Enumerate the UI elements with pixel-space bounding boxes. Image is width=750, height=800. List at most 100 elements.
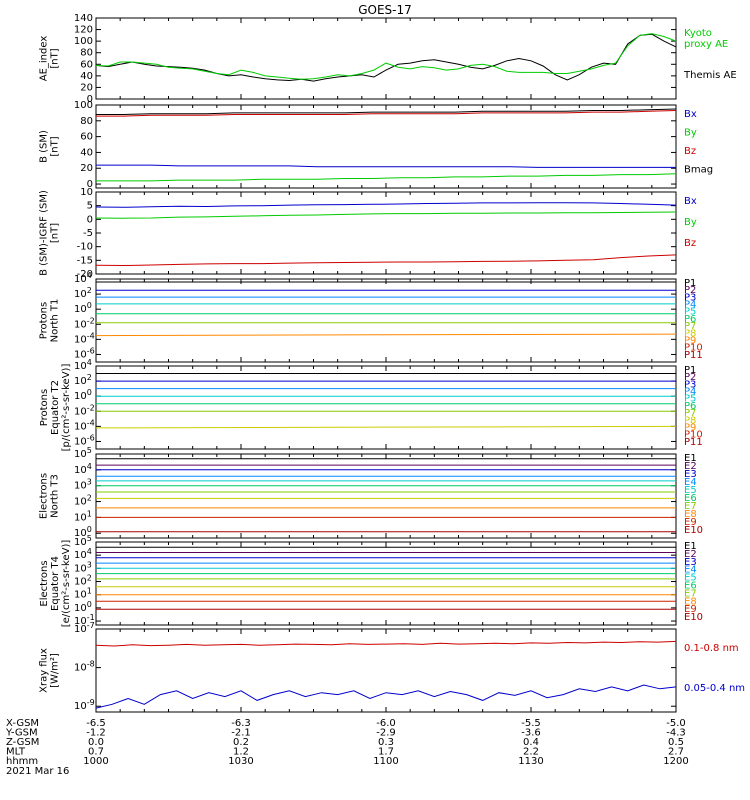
ytick-label: -5 xyxy=(83,228,93,239)
ephem-value: 0.4 xyxy=(523,737,539,748)
legend-entry: P6 xyxy=(684,401,696,412)
ephem-label: MLT xyxy=(6,747,26,758)
ytick-label: -20 xyxy=(77,269,93,280)
legend-entry: P6 xyxy=(684,314,696,325)
panel-ylabel: [W/m²] xyxy=(50,653,61,688)
legend-entry: E6 xyxy=(684,493,697,504)
ytick-label: 104 xyxy=(74,358,92,372)
ephem-value: -2.9 xyxy=(376,728,396,739)
panel-ylabel: Equator T2 xyxy=(50,380,61,435)
ephem-value: 2.2 xyxy=(523,747,539,758)
panel-frame xyxy=(95,278,677,363)
legend-entry: E6 xyxy=(684,581,697,592)
ytick-label: 20 xyxy=(80,82,93,93)
ytick-label: 102 xyxy=(74,574,92,588)
panel-ylabel: Equator T4 xyxy=(50,556,61,611)
ytick-label: 10-2 xyxy=(74,403,95,417)
legend-entry: E1 xyxy=(684,541,697,552)
ephem-value: 0.2 xyxy=(233,737,249,748)
panel-frame xyxy=(95,541,677,626)
panel-ylabel: North T1 xyxy=(50,299,61,343)
ytick-label: 40 xyxy=(80,71,93,82)
series-line xyxy=(96,164,676,168)
legend-entry: E7 xyxy=(684,501,697,512)
panel-ylabel: [p/(cm²-s-sr-keV)] xyxy=(61,364,72,452)
legend-entry: P9 xyxy=(684,422,696,433)
ytick-label: -15 xyxy=(77,255,93,266)
ytick-label: 105 xyxy=(74,534,92,548)
panel-ylabel: Protons xyxy=(39,302,50,339)
legend-entry: By xyxy=(684,217,697,228)
panel-ylabel: [e/(cm²-s-sr-keV)] xyxy=(61,540,72,628)
panel-frame xyxy=(95,453,677,539)
ytick-label: 5 xyxy=(87,201,93,212)
panel-frame xyxy=(95,628,677,713)
legend-entry: E5 xyxy=(684,485,697,496)
ephem-value: 1100 xyxy=(373,756,398,767)
panel-ylabel: Electrons xyxy=(39,560,50,606)
ytick-label: 60 xyxy=(80,132,93,143)
ephem-value: -2.1 xyxy=(231,728,251,739)
ephem-value: 0.5 xyxy=(668,737,684,748)
legend-entry: P5 xyxy=(684,307,696,318)
panel-ylabel: North T3 xyxy=(50,474,61,518)
legend-entry: E8 xyxy=(684,596,697,607)
ytick-label: 104 xyxy=(74,547,92,561)
ephem-value: -3.6 xyxy=(521,728,541,739)
ephem-value: 0.0 xyxy=(88,737,104,748)
series-line xyxy=(95,640,677,647)
ytick-label: 40 xyxy=(80,147,93,158)
ytick-label: 102 xyxy=(74,286,92,300)
ephemeris-table: X-GSM -6.5 -6.3 -6.0 -5.5 -5.0 Y-GSM -1.2 -2.1 -2… xyxy=(5,718,689,767)
panel-ylabel: Xray flux xyxy=(39,648,50,693)
ytick-label: 10-9 xyxy=(74,698,95,712)
ytick-label: 100 xyxy=(74,388,92,402)
ytick-label: 102 xyxy=(74,373,92,387)
series-line xyxy=(95,202,677,208)
legend-entry: E5 xyxy=(684,573,697,584)
legend-entry: P4 xyxy=(684,300,696,311)
panel-ylabel: B (SM)-IGRF (SM) xyxy=(39,190,50,276)
legend-entry: E9 xyxy=(684,517,697,528)
legend-entry: E2 xyxy=(684,461,697,472)
ephem-value: -1.2 xyxy=(86,728,106,739)
legend-entry: P9 xyxy=(684,335,696,346)
legend-entry: E8 xyxy=(684,509,697,520)
series-line xyxy=(95,211,677,219)
panel-ylabel: B (SM) xyxy=(39,130,50,163)
series-line xyxy=(96,108,677,115)
legend-entry: E7 xyxy=(684,588,697,599)
ytick-label: 140 xyxy=(74,13,93,24)
series-line xyxy=(95,425,677,429)
legend-entry: proxy AE xyxy=(684,39,728,50)
legend-entry: P5 xyxy=(684,394,696,405)
panel-xray: 10-7 10-8 10-9 Xray flux [W/m²] 0.1-0.8 nm 0.0… xyxy=(39,621,745,713)
panel-frame xyxy=(95,365,677,450)
ephem-label: Z-GSM xyxy=(6,737,39,748)
legend-entry: Bx xyxy=(684,196,697,207)
date-label: 2021 Mar 16 xyxy=(6,766,69,777)
ytick-label: 80 xyxy=(80,116,93,127)
legend-entry: E1 xyxy=(684,453,697,464)
legend-entry: P8 xyxy=(684,415,696,426)
ephem-value: 1.2 xyxy=(233,747,249,758)
series-line xyxy=(96,173,677,182)
legend-entry: 0.05-0.4 nm xyxy=(684,683,745,694)
panel-bsm: 0 20 40 60 80 100 B (SM) [nT] Bx By Bz Bmag xyxy=(39,100,714,190)
ephem-value: 2.7 xyxy=(668,747,684,758)
legend-entry: P7 xyxy=(684,321,696,332)
ytick-label: 103 xyxy=(74,560,92,574)
legend-entry: P2 xyxy=(684,285,696,296)
ytick-label: 104 xyxy=(74,462,92,476)
ephem-value: 1130 xyxy=(518,756,543,767)
ytick-label: 10-2 xyxy=(74,316,95,330)
ytick-label: 10 xyxy=(80,187,93,198)
ephem-value: 1030 xyxy=(228,756,253,767)
legend-entry: P2 xyxy=(684,372,696,383)
ytick-label: 0 xyxy=(87,94,93,105)
legend-entry: Themis AE xyxy=(683,70,737,81)
ytick-label: 100 xyxy=(74,525,92,539)
panel-ylabel: [nT] xyxy=(50,223,61,243)
